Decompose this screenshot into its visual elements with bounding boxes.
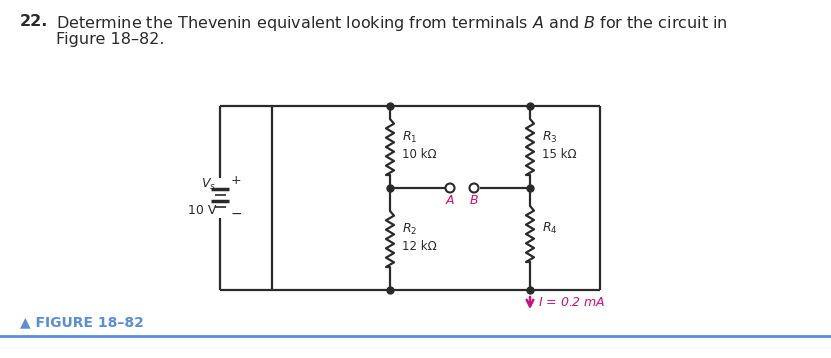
Text: $R_1$: $R_1$ [402,130,417,145]
Text: $R_3$: $R_3$ [542,130,558,145]
Text: 22.: 22. [20,14,48,29]
Text: ▲ FIGURE 18–82: ▲ FIGURE 18–82 [20,315,144,329]
Text: $B$: $B$ [469,194,479,208]
Text: $R_2$: $R_2$ [402,222,417,237]
Text: $I$ = 0.2 mA: $I$ = 0.2 mA [538,296,606,310]
Text: 12 kΩ: 12 kΩ [402,241,437,253]
Text: Figure 18–82.: Figure 18–82. [56,32,165,47]
Text: +: + [231,174,241,187]
Text: $R_4$: $R_4$ [542,221,558,236]
Text: 15 kΩ: 15 kΩ [542,149,577,161]
Text: $V_s$: $V_s$ [201,176,216,192]
Text: −: − [230,207,242,221]
Text: 10 kΩ: 10 kΩ [402,149,436,161]
Text: $A$: $A$ [445,194,455,208]
Text: 10 V: 10 V [188,203,216,217]
Text: Determine the Thevenin equivalent looking from terminals $A$ and $B$ for the cir: Determine the Thevenin equivalent lookin… [56,14,728,33]
